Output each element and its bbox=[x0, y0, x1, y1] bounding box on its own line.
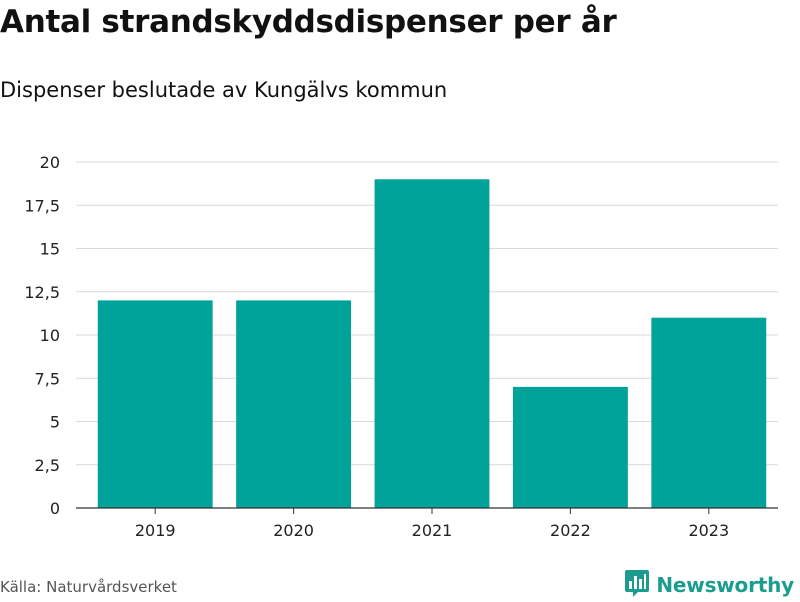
y-tick-label: 10 bbox=[40, 326, 60, 345]
bars bbox=[97, 179, 767, 509]
x-tick-label: 2020 bbox=[273, 521, 314, 540]
bar bbox=[236, 300, 352, 508]
x-tick-label: 2022 bbox=[550, 521, 591, 540]
bar bbox=[512, 386, 628, 508]
axes: 0 2,5 5 7,5 10 12,5 15 17,5 20 2019 2020 2021 2022 20… bbox=[24, 153, 778, 540]
x-tick-label: 2019 bbox=[135, 521, 176, 540]
chart-subtitle: Dispenser beslutade av Kungälvs kommun bbox=[0, 78, 448, 102]
x-tick-label: 2023 bbox=[688, 521, 729, 540]
y-tick-label: 12,5 bbox=[24, 283, 60, 302]
y-tick-label: 2,5 bbox=[35, 456, 60, 475]
y-tick-label: 5 bbox=[50, 413, 60, 432]
bar-chart-logo-icon bbox=[624, 568, 650, 602]
y-tick-label: 15 bbox=[40, 240, 60, 259]
x-tick-label: 2021 bbox=[412, 521, 453, 540]
brand-name: Newsworthy bbox=[656, 573, 794, 597]
y-tick-label: 0 bbox=[50, 499, 60, 518]
brand-logo: Newsworthy bbox=[624, 568, 794, 602]
bar bbox=[374, 179, 490, 509]
source-note: Källa: Naturvårdsverket bbox=[0, 578, 177, 596]
bar bbox=[97, 300, 213, 508]
bar bbox=[651, 317, 767, 508]
y-tick-label: 20 bbox=[40, 153, 60, 172]
chart-title: Antal strandskyddsdispenser per år bbox=[0, 4, 617, 40]
y-tick-label: 7,5 bbox=[35, 369, 60, 388]
y-tick-label: 17,5 bbox=[24, 196, 60, 215]
